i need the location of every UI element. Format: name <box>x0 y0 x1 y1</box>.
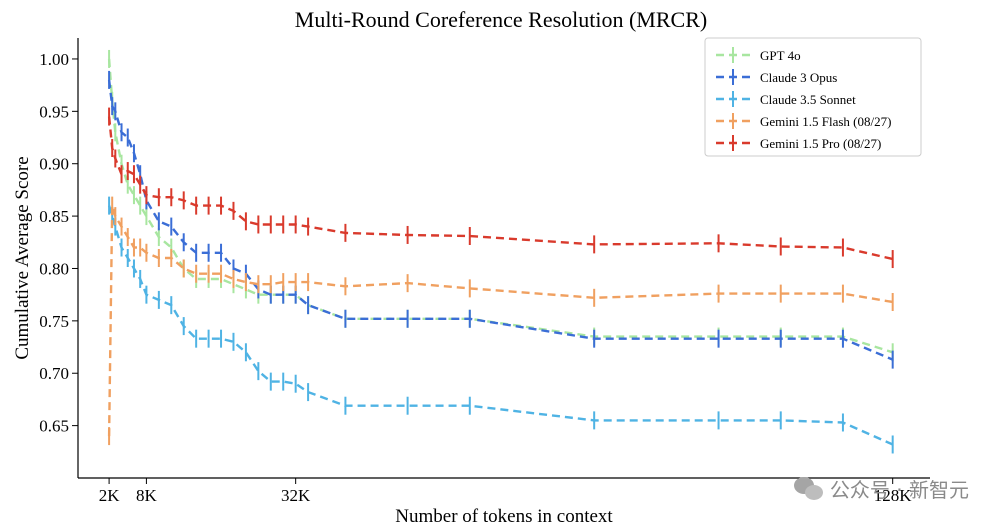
series-line <box>107 205 893 437</box>
series-line <box>107 205 894 446</box>
y-tick-label: 0.75 <box>39 312 69 331</box>
x-tick-label: 32K <box>281 486 311 505</box>
x-ticks: 2K 8K 32K 128K <box>99 478 913 505</box>
y-ticks: 0.65 0.70 0.75 0.80 0.85 0.90 0.95 1.00 <box>39 50 78 436</box>
series-claude-3-5-sonnet <box>107 196 894 454</box>
series-gemini-1-5-pro-08-27 <box>107 107 894 269</box>
legend: GPT 4o Claude 3 Opus Claude 3.5 Sonnet Gemi… <box>704 37 922 157</box>
x-axis-label: Number of tokens in context <box>395 506 613 527</box>
y-tick-label: 0.70 <box>39 364 69 383</box>
y-tick-label: 0.85 <box>39 207 69 226</box>
legend-label: Gemini 1.5 Pro (08/27) <box>760 136 881 151</box>
legend-label: Claude 3 Opus <box>760 70 837 85</box>
y-tick-label: 0.80 <box>39 259 69 278</box>
legend-label: Gemini 1.5 Flash (08/27) <box>760 114 891 129</box>
y-tick-label: 0.90 <box>39 155 69 174</box>
chart-title: Multi-Round Coreference Resolution (MRCR… <box>295 7 707 32</box>
y-tick-label: 1.00 <box>39 50 69 69</box>
series-gemini-1-5-flash-08-27 <box>107 196 894 446</box>
series-line <box>107 58 894 354</box>
watermark: 公众号 · 新智元 <box>793 474 969 503</box>
legend-label: GPT 4o <box>760 48 801 63</box>
plot-area <box>107 49 894 454</box>
wechat-icon <box>793 476 824 501</box>
legend-box <box>704 37 922 157</box>
y-tick-label: 0.65 <box>39 417 69 436</box>
watermark-text: 公众号 · 新智元 <box>829 478 969 502</box>
legend-label: Claude 3.5 Sonnet <box>760 92 856 107</box>
y-tick-label: 0.95 <box>39 102 69 121</box>
y-axis-label: Cumulative Average Score <box>12 156 33 359</box>
x-tick-label: 2K <box>99 486 121 505</box>
x-tick-label: 128K <box>874 486 913 505</box>
x-tick-label: 8K <box>136 486 158 505</box>
